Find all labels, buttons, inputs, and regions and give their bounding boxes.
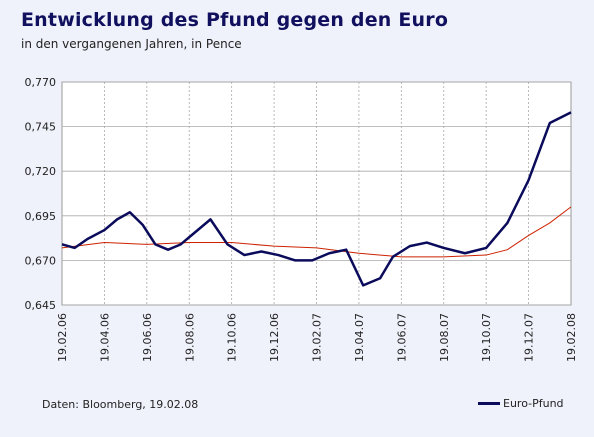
y-tick-label: 0,645 bbox=[25, 299, 57, 312]
x-tick-label: 19.12.07 bbox=[523, 313, 536, 362]
x-tick-label: 19.02.07 bbox=[311, 313, 324, 362]
chart-title: Entwicklung des Pfund gegen den Euro bbox=[21, 9, 449, 31]
y-tick-label: 0,770 bbox=[25, 76, 57, 89]
x-tick-label: 19.08.06 bbox=[183, 313, 196, 362]
x-tick-label: 19.06.07 bbox=[395, 313, 408, 362]
x-tick-label: 19.02.06 bbox=[56, 313, 69, 362]
average-line bbox=[61, 206, 572, 258]
y-tick-label: 0,670 bbox=[25, 254, 57, 267]
x-tick-label: 19.04.07 bbox=[353, 313, 366, 362]
x-tick-label: 19.12.06 bbox=[268, 313, 281, 362]
euro-pfund-line bbox=[61, 111, 572, 287]
y-tick-label: 0,745 bbox=[25, 121, 57, 134]
y-tick-label: 0,695 bbox=[25, 210, 57, 223]
x-tick-label: 19.10.06 bbox=[226, 313, 239, 362]
legend: Euro-Pfund bbox=[478, 397, 564, 410]
y-tick-label: 0,720 bbox=[25, 165, 57, 178]
x-tick-label: 19.06.06 bbox=[141, 313, 154, 362]
legend-label: Euro-Pfund bbox=[503, 397, 564, 410]
chart-subtitle: in den vergangenen Jahren, in Pence bbox=[21, 37, 242, 51]
x-tick-label: 19.04.06 bbox=[98, 313, 111, 362]
x-tick-label: 19.02.08 bbox=[565, 313, 578, 362]
x-tick-label: 19.10.07 bbox=[480, 313, 493, 362]
x-tick-label: 19.08.07 bbox=[438, 313, 451, 362]
data-source: Daten: Bloomberg, 19.02.08 bbox=[42, 398, 199, 411]
legend-line-swatch bbox=[478, 402, 500, 405]
